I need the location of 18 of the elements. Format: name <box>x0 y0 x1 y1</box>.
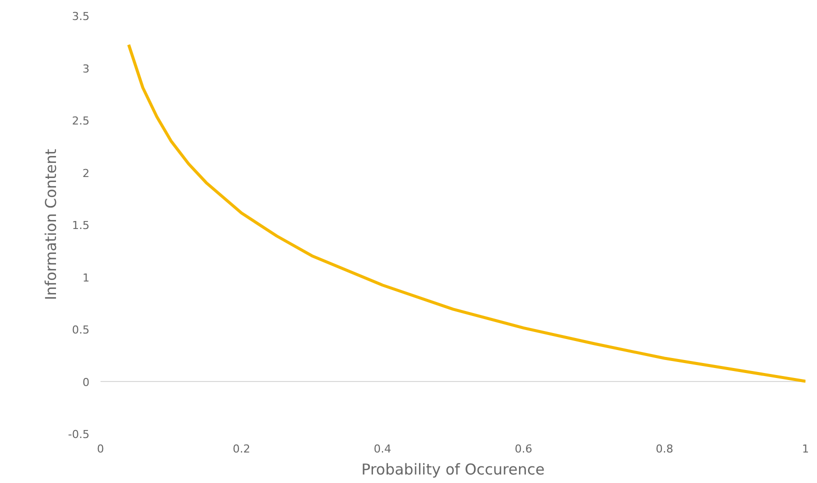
y-tick-label: 0 <box>82 376 90 389</box>
y-tick-label: 1 <box>82 271 90 284</box>
y-tick-label: -0.5 <box>68 428 90 441</box>
y-tick-label: 0.5 <box>72 324 90 336</box>
y-tick-label: 2 <box>82 166 90 180</box>
x-tick-label: 0 <box>97 442 104 456</box>
y-tick-label: 1.5 <box>72 219 90 232</box>
x-tick-label: 1 <box>802 442 809 456</box>
line-series <box>127 43 806 383</box>
y-tick-label: 2.5 <box>72 114 90 128</box>
y-axis-title: Information Content <box>42 148 60 300</box>
x-axis-title: Probability of Occurence <box>361 460 545 478</box>
y-tick-label: 3.5 <box>72 10 90 23</box>
x-tick-label: 0.4 <box>374 442 392 456</box>
y-tick-label: 3 <box>82 62 90 76</box>
x-tick-label: 0.2 <box>232 442 250 456</box>
x-tick-label: 0.6 <box>514 442 532 456</box>
x-tick-label: 0.8 <box>656 442 674 456</box>
